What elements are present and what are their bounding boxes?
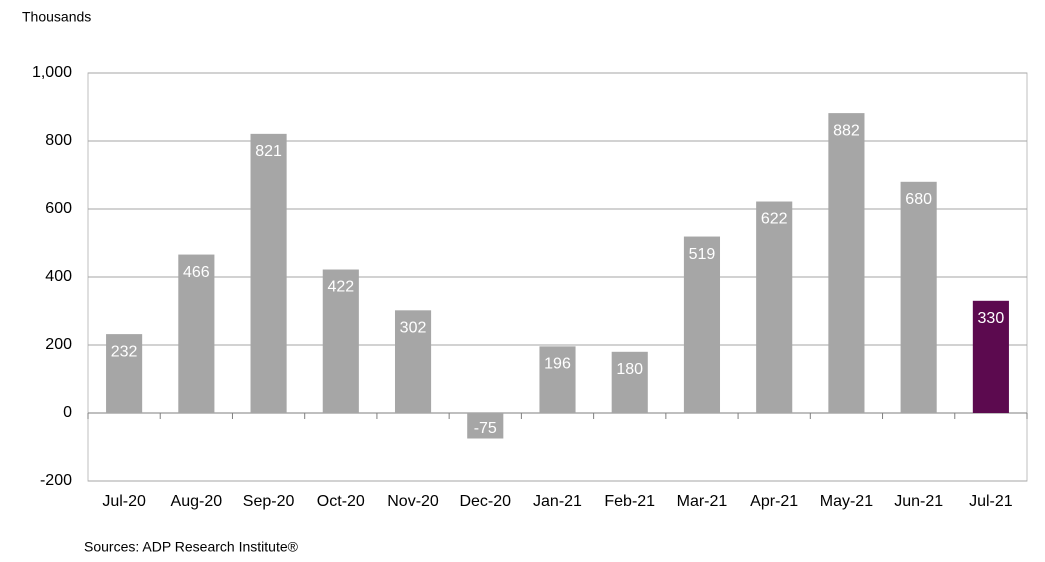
bar [683,236,721,413]
bar [394,310,432,413]
bar [756,201,793,413]
x-tick-label: Nov-20 [387,493,439,510]
value-label: 882 [833,122,860,139]
y-axis-label: Thousands [22,9,91,25]
bar [467,413,504,439]
value-label: 422 [327,279,354,296]
bar [106,334,143,413]
x-tick-label: May-21 [820,493,873,510]
x-tick-label: Apr-21 [750,493,798,510]
x-tick-label: Jun-21 [894,493,943,510]
x-tick-label: Mar-21 [677,493,728,510]
bar [828,113,865,414]
x-tick-label: Oct-20 [317,493,365,510]
value-label: 519 [689,246,716,263]
value-label: 302 [400,320,427,337]
x-tick-label: Jan-21 [533,493,582,510]
value-label: 622 [761,211,788,228]
x-tick-label: Jul-20 [102,493,146,510]
bar [611,351,648,413]
y-tick-label: -200 [40,472,72,489]
value-label: 232 [111,343,138,360]
x-tick-label: Jul-21 [969,493,1013,510]
x-tick-label: Aug-20 [171,493,223,510]
y-tick-label: 800 [45,132,72,149]
y-tick-label: 1,000 [32,64,72,81]
bar [972,300,1009,413]
y-tick-label: 600 [45,200,72,217]
value-label: 466 [183,264,210,281]
value-label: -75 [474,420,497,437]
x-tick-label: Dec-20 [459,493,511,510]
x-tick-label: Feb-21 [604,493,655,510]
y-tick-label: 200 [45,336,72,353]
value-label: 180 [616,361,643,378]
y-tick-label: 400 [45,268,72,285]
y-tick-label: 0 [63,404,72,421]
value-label: 196 [544,356,571,373]
bar [539,346,576,413]
bar [322,269,359,413]
value-label: 680 [905,191,932,208]
bar [178,254,215,413]
bar [250,133,287,414]
x-tick-label: Sep-20 [243,493,295,510]
bar [900,181,937,413]
value-label: 330 [978,310,1005,327]
value-label: 821 [255,143,282,160]
source: Sources: ADP Research Institute® [84,539,299,555]
